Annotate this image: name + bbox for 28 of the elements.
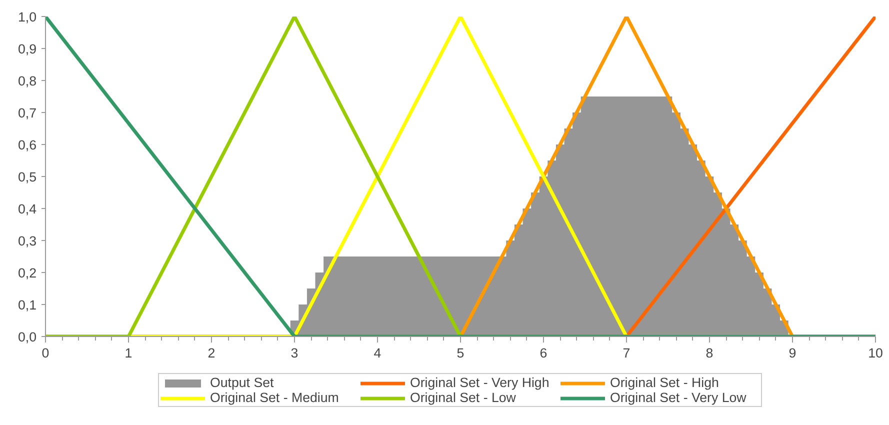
- x-tick-label: 5: [456, 346, 464, 360]
- legend-label: Original Set - Very High: [410, 375, 550, 390]
- y-tick-label: 0,2: [18, 266, 37, 280]
- y-tick-label: 0,8: [18, 74, 37, 88]
- y-tick-label: 0,6: [18, 138, 37, 152]
- y-tick-label: 0,1: [18, 298, 37, 312]
- x-tick-label: 8: [706, 346, 714, 360]
- legend-label: Original Set - Low: [410, 390, 517, 405]
- legend-label: Original Set - Very Low: [610, 390, 748, 405]
- x-tick-label: 7: [622, 346, 630, 360]
- x-tick-label: 0: [42, 346, 50, 360]
- x-tick-label: 1: [124, 346, 132, 360]
- y-tick-label: 0,3: [18, 234, 37, 248]
- y-tick-label: 0,5: [18, 170, 37, 184]
- y-tick-label: 0,0: [18, 330, 37, 344]
- x-tick-label: 6: [540, 346, 548, 360]
- legend-label: Original Set - Medium: [210, 390, 340, 405]
- x-tick-label: 4: [374, 346, 382, 360]
- y-tick-label: 0,7: [18, 106, 37, 120]
- y-tick-label: 0,9: [18, 42, 37, 56]
- y-tick-label: 0,4: [18, 202, 38, 216]
- x-tick-label: 2: [208, 346, 216, 360]
- y-tick-label: 1,0: [18, 10, 37, 24]
- x-tick-label: 9: [788, 346, 796, 360]
- legend-label: Output Set: [210, 375, 275, 390]
- legend-label: Original Set - High: [610, 375, 720, 390]
- x-tick-label: 10: [868, 346, 883, 360]
- x-tick-label: 3: [290, 346, 298, 360]
